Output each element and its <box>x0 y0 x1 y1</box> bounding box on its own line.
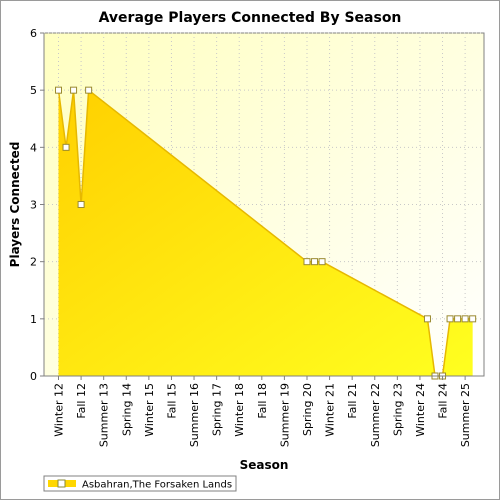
x-axis-label: Season <box>240 458 289 472</box>
x-tick-label: Summer 22 <box>369 383 382 447</box>
x-tick-label: Winter 18 <box>233 383 246 437</box>
x-tick-label: Winter 24 <box>414 383 427 437</box>
data-point <box>311 258 319 266</box>
data-point <box>423 315 431 323</box>
data-point <box>77 201 85 208</box>
y-tick-label: 3 <box>30 199 37 212</box>
legend-marker <box>57 479 66 488</box>
data-point <box>303 258 311 266</box>
x-tick-label: Fall 12 <box>75 383 88 419</box>
x-tick-label: Winter 12 <box>53 383 66 437</box>
data-point <box>318 258 326 266</box>
y-tick-label: 1 <box>30 313 37 326</box>
x-axis: Winter 12 Fall 12 Summer 13 Spring 14 Winter… <box>44 375 484 447</box>
x-tick-label: Spring 20 <box>301 383 314 436</box>
chart-title: Average Players Connected By Season <box>99 10 402 26</box>
data-point <box>454 315 462 323</box>
data-point <box>446 315 454 323</box>
x-tick-label: Fall 24 <box>437 383 450 419</box>
y-axis-label: Players Connected <box>8 142 22 268</box>
y-axis: 0 1 2 3 4 5 6 <box>30 27 45 383</box>
x-tick-label: Winter 15 <box>143 383 156 437</box>
legend: Asbahran,The Forsaken Lands <box>43 475 237 492</box>
x-tick-label: Summer 25 <box>459 383 472 447</box>
y-tick-label: 6 <box>30 27 37 40</box>
series-area <box>58 90 473 377</box>
data-point <box>85 86 93 94</box>
x-tick-label: Fall 21 <box>346 383 359 419</box>
data-point <box>469 315 477 323</box>
data-point <box>55 86 62 94</box>
y-tick-label: 4 <box>30 141 37 154</box>
x-tick-label: Summer 13 <box>98 383 111 447</box>
x-tick-label: Fall 15 <box>165 383 178 419</box>
x-tick-label: Spring 23 <box>391 383 404 436</box>
x-tick-label: Winter 21 <box>324 383 337 437</box>
x-tick-label: Summer 16 <box>188 383 201 447</box>
legend-entry-asbahran: Asbahran,The Forsaken Lands <box>82 480 232 491</box>
y-tick-label: 0 <box>30 370 37 383</box>
x-tick-label: Spring 14 <box>120 383 133 436</box>
data-point <box>461 315 469 323</box>
y-tick-label: 2 <box>30 256 37 269</box>
data-point <box>62 143 70 151</box>
x-tick-label: Summer 19 <box>278 383 291 447</box>
legend-box <box>43 475 237 492</box>
x-tick-label: Fall 18 <box>256 383 269 419</box>
x-tick-label: Spring 17 <box>211 383 224 436</box>
y-tick-label: 5 <box>30 84 37 97</box>
data-point <box>70 86 78 94</box>
